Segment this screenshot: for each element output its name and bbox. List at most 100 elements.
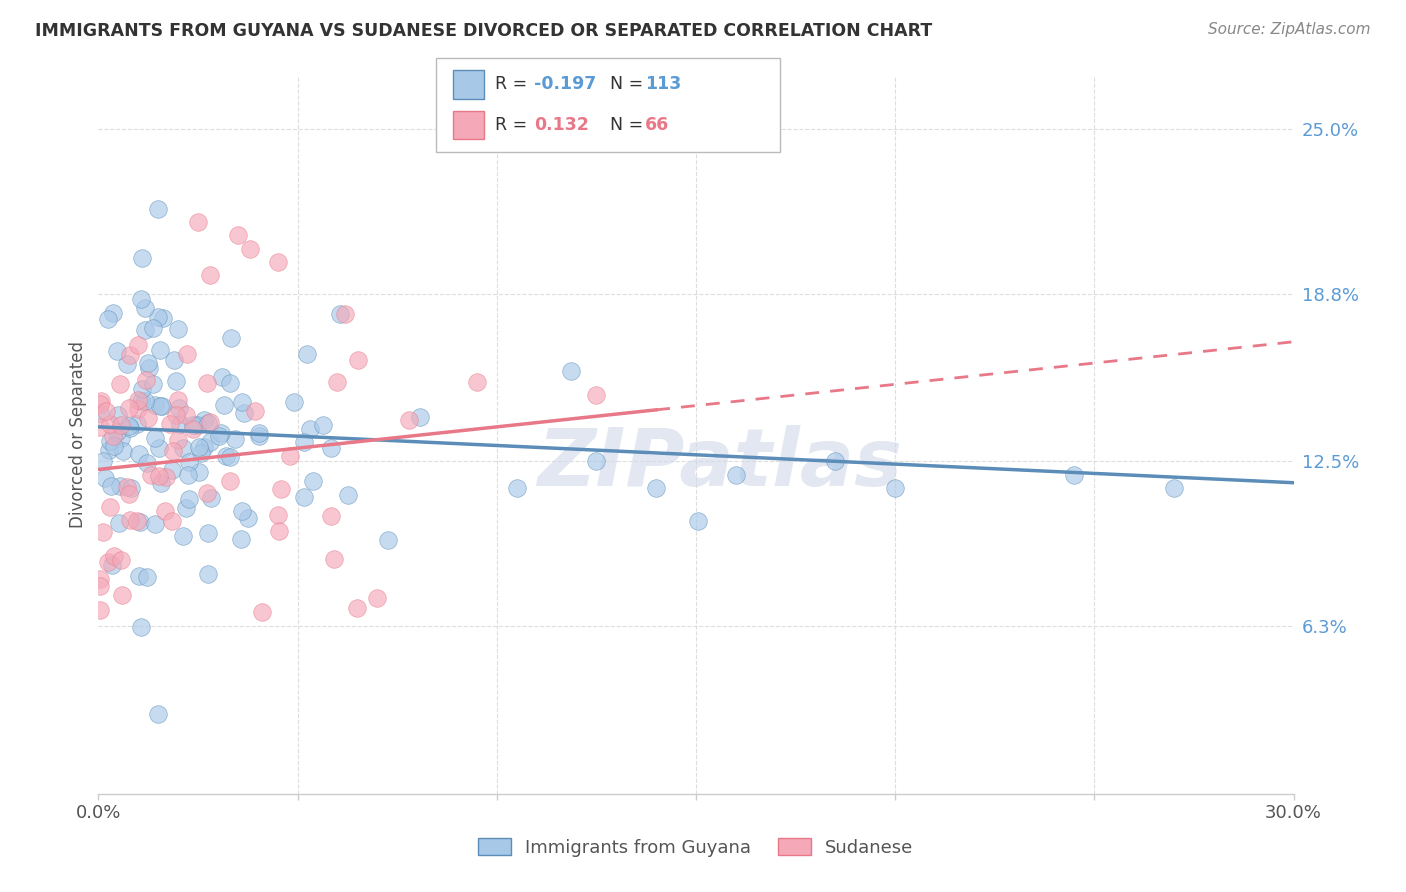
Immigrants from Guyana (179, 491, 201, 506)
Immigrants from Guyana (149, 343, 172, 358)
Sudanese (117, 480, 139, 494)
Immigrants from Guyana (101, 558, 124, 572)
Immigrants from Guyana (231, 504, 253, 518)
Immigrants from Guyana (200, 491, 222, 506)
Immigrants from Guyana (312, 418, 335, 433)
Immigrants from Guyana (824, 454, 846, 468)
Immigrants from Guyana (218, 376, 240, 390)
Sudanese (101, 429, 124, 443)
Immigrants from Guyana (129, 620, 152, 634)
Sudanese (195, 486, 218, 500)
Immigrants from Guyana (1163, 481, 1185, 495)
Text: R =: R = (495, 75, 533, 94)
Immigrants from Guyana (129, 515, 152, 529)
Immigrants from Guyana (585, 454, 607, 468)
Sudanese (127, 392, 149, 407)
Immigrants from Guyana (172, 529, 194, 543)
Sudanese (108, 376, 131, 391)
Immigrants from Guyana (211, 370, 233, 384)
Immigrants from Guyana (298, 422, 321, 436)
Immigrants from Guyana (377, 533, 399, 547)
Sudanese (118, 486, 141, 500)
Immigrants from Guyana (127, 417, 149, 431)
Immigrants from Guyana (172, 442, 194, 456)
Sudanese (200, 415, 222, 429)
Immigrants from Guyana (292, 435, 315, 450)
Sudanese (165, 408, 187, 422)
Immigrants from Guyana (98, 434, 121, 449)
Immigrants from Guyana (337, 488, 360, 502)
Immigrants from Guyana (134, 393, 156, 408)
Immigrants from Guyana (110, 431, 132, 445)
Immigrants from Guyana (129, 394, 152, 409)
Immigrants from Guyana (143, 517, 166, 532)
Text: -0.197: -0.197 (534, 75, 596, 94)
Immigrants from Guyana (111, 444, 134, 458)
Sudanese (89, 572, 111, 586)
Immigrants from Guyana (134, 322, 156, 336)
Immigrants from Guyana (218, 450, 240, 464)
Sudanese (89, 579, 111, 593)
Immigrants from Guyana (143, 432, 166, 446)
Sudanese (90, 393, 112, 408)
Sudanese (155, 504, 177, 518)
Immigrants from Guyana (101, 306, 124, 320)
Immigrants from Guyana (193, 440, 215, 454)
Immigrants from Guyana (177, 467, 200, 482)
Text: 66: 66 (645, 116, 669, 134)
Sudanese (110, 588, 132, 602)
Immigrants from Guyana (136, 570, 159, 584)
Sudanese (333, 307, 356, 321)
Sudanese (346, 600, 368, 615)
Immigrants from Guyana (131, 251, 153, 265)
Immigrants from Guyana (329, 307, 352, 321)
Sudanese (270, 483, 292, 497)
Immigrants from Guyana (506, 481, 529, 495)
Sudanese (89, 603, 111, 617)
Immigrants from Guyana (560, 364, 582, 378)
Text: IMMIGRANTS FROM GUYANA VS SUDANESE DIVORCED OR SEPARATED CORRELATION CHART: IMMIGRANTS FROM GUYANA VS SUDANESE DIVOR… (35, 22, 932, 40)
Immigrants from Guyana (98, 443, 121, 458)
Immigrants from Guyana (128, 568, 150, 582)
Immigrants from Guyana (302, 474, 325, 488)
Sudanese (159, 417, 181, 432)
Text: Source: ZipAtlas.com: Source: ZipAtlas.com (1208, 22, 1371, 37)
Immigrants from Guyana (136, 456, 159, 470)
Sudanese (198, 268, 221, 283)
Sudanese (278, 449, 301, 463)
Immigrants from Guyana (150, 400, 173, 414)
Immigrants from Guyana (686, 514, 709, 528)
Immigrants from Guyana (186, 417, 208, 432)
Immigrants from Guyana (169, 417, 191, 431)
Sudanese (162, 444, 184, 458)
Immigrants from Guyana (190, 446, 212, 460)
Immigrants from Guyana (107, 409, 129, 423)
Sudanese (195, 376, 218, 390)
Immigrants from Guyana (89, 405, 111, 419)
Immigrants from Guyana (167, 322, 190, 336)
Sudanese (465, 375, 488, 389)
Sudanese (125, 514, 148, 528)
Immigrants from Guyana (236, 511, 259, 525)
Immigrants from Guyana (1063, 467, 1085, 482)
Immigrants from Guyana (142, 377, 165, 392)
Sudanese (219, 474, 242, 488)
Sudanese (398, 413, 420, 427)
Immigrants from Guyana (108, 479, 131, 493)
Sudanese (135, 373, 157, 387)
Immigrants from Guyana (181, 417, 204, 432)
Immigrants from Guyana (103, 439, 125, 453)
Text: N =: N = (610, 75, 650, 94)
Sudanese (98, 500, 121, 514)
Sudanese (103, 549, 125, 563)
Text: 0.132: 0.132 (534, 116, 589, 134)
Sudanese (155, 470, 177, 484)
Immigrants from Guyana (136, 356, 159, 370)
Legend: Immigrants from Guyana, Sudanese: Immigrants from Guyana, Sudanese (471, 830, 921, 863)
Immigrants from Guyana (142, 321, 165, 335)
Immigrants from Guyana (138, 360, 160, 375)
Immigrants from Guyana (177, 455, 200, 469)
Sudanese (98, 417, 121, 431)
Immigrants from Guyana (152, 311, 174, 326)
Sudanese (120, 348, 142, 362)
